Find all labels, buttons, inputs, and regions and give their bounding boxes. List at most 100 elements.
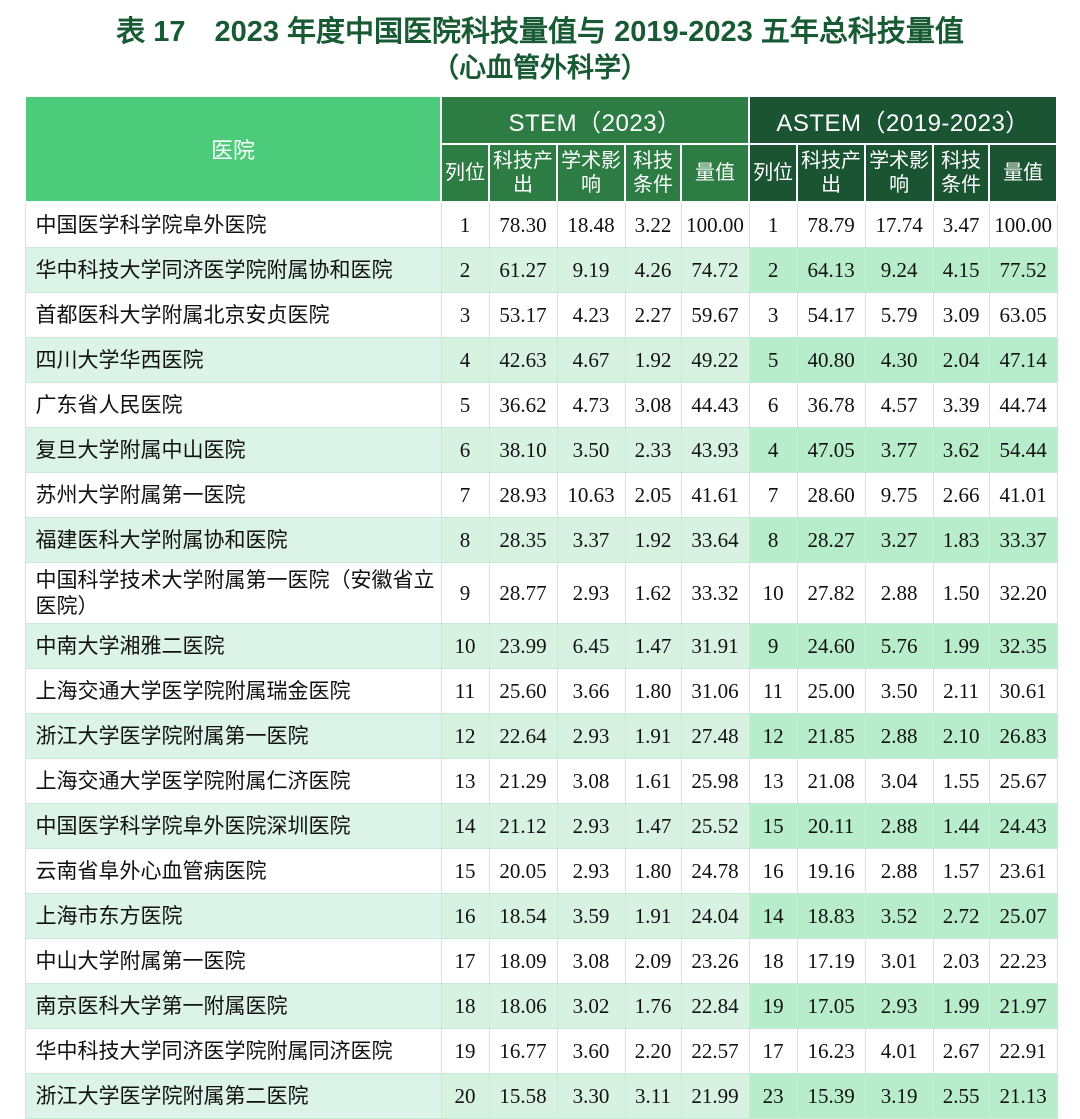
astem-condition-cell: 4.15 — [932, 247, 990, 293]
astem-impact-cell: 4.30 — [864, 337, 934, 383]
stem-impact-cell: 3.59 — [556, 893, 626, 939]
astem-value-cell: 100.00 — [988, 201, 1058, 248]
astem-impact-cell: 2.88 — [864, 803, 934, 849]
stem-value-cell: 23.26 — [680, 938, 750, 984]
hospital-name-cell: 中国医学科学院阜外医院 — [24, 201, 442, 248]
astem-output-cell: 20.11 — [796, 803, 866, 849]
stem-impact-cell: 2.93 — [556, 803, 626, 849]
hospital-name-cell: 南京医科大学第一附属医院 — [24, 983, 442, 1029]
stem-value-cell: 22.57 — [680, 1028, 750, 1074]
stem-output-header: 科技产出 — [488, 143, 558, 203]
astem-value-cell: 33.37 — [988, 517, 1058, 563]
astem-rank-cell: 15 — [748, 803, 798, 849]
stem-value-cell: 27.48 — [680, 713, 750, 759]
astem-condition-cell: 3.09 — [932, 292, 990, 338]
stem-condition-cell: 3.11 — [624, 1073, 682, 1119]
stem-rank-cell: 11 — [440, 668, 490, 714]
astem-output-cell: 15.39 — [796, 1073, 866, 1119]
astem-condition-cell: 2.67 — [932, 1028, 990, 1074]
astem-condition-cell: 1.99 — [932, 623, 990, 669]
astem-condition-cell: 1.50 — [932, 562, 990, 624]
astem-output-cell: 19.16 — [796, 848, 866, 894]
stem-output-cell: 23.99 — [488, 623, 558, 669]
astem-value-cell: 23.61 — [988, 848, 1058, 894]
table-row: 云南省阜外心血管病医院 15 20.05 2.93 1.80 24.78 16 … — [24, 848, 1058, 894]
astem-impact-cell: 4.57 — [864, 382, 934, 428]
stem-value-header: 量值 — [679, 143, 751, 203]
stem-value-cell: 49.22 — [680, 337, 750, 383]
stem-impact-cell: 2.93 — [556, 562, 626, 624]
astem-value-cell: 21.97 — [988, 983, 1058, 1029]
astem-condition-cell: 1.55 — [932, 758, 990, 804]
stem-value-cell: 74.72 — [680, 247, 750, 293]
astem-rank-cell: 16 — [748, 848, 798, 894]
astem-output-cell: 18.83 — [796, 893, 866, 939]
astem-impact-cell: 3.77 — [864, 427, 934, 473]
astem-condition-cell: 3.47 — [932, 201, 990, 248]
astem-value-cell: 54.44 — [988, 427, 1058, 473]
stem-impact-cell: 6.45 — [556, 623, 626, 669]
stem-value-cell: 24.78 — [680, 848, 750, 894]
stem-value-cell: 25.52 — [680, 803, 750, 849]
page-title: 表 17 2023 年度中国医院科技量值与 2019-2023 五年总科技量值 … — [0, 14, 1080, 86]
stem-condition-cell: 1.47 — [624, 623, 682, 669]
astem-impact-header: 学术影响 — [864, 143, 935, 203]
astem-value-cell: 22.91 — [988, 1028, 1058, 1074]
stem-impact-cell: 4.23 — [556, 292, 626, 338]
astem-output-cell: 21.85 — [796, 713, 866, 759]
hospital-stem-table: 医院 STEM（2023） ASTEM（2019-2023） 列位 科技产出 学… — [24, 95, 1059, 1119]
astem-condition-cell: 2.66 — [932, 472, 990, 518]
table-row: 南京医科大学第一附属医院 18 18.06 3.02 1.76 22.84 19… — [24, 983, 1058, 1029]
stem-output-cell: 78.30 — [488, 201, 558, 248]
astem-rank-cell: 8 — [748, 517, 798, 563]
stem-value-cell: 21.99 — [680, 1073, 750, 1119]
hospital-name-cell: 浙江大学医学院附属第二医院 — [24, 1073, 442, 1119]
astem-impact-cell: 9.75 — [864, 472, 934, 518]
astem-condition-cell: 2.11 — [932, 668, 990, 714]
astem-impact-cell: 9.24 — [864, 247, 934, 293]
table-row: 中山大学附属第一医院 17 18.09 3.08 2.09 23.26 18 1… — [24, 938, 1058, 984]
astem-rank-cell: 7 — [748, 472, 798, 518]
astem-group-header: ASTEM（2019-2023） — [748, 95, 1059, 145]
astem-rank-header: 列位 — [748, 143, 799, 203]
hospital-name-cell: 四川大学华西医院 — [24, 337, 442, 383]
astem-value-cell: 30.61 — [988, 668, 1058, 714]
astem-output-header: 科技产出 — [796, 143, 867, 203]
stem-rank-cell: 17 — [440, 938, 490, 984]
stem-condition-cell: 3.22 — [624, 201, 682, 248]
stem-impact-cell: 3.08 — [556, 938, 626, 984]
astem-condition-cell: 1.57 — [932, 848, 990, 894]
astem-impact-cell: 17.74 — [864, 201, 934, 248]
stem-rank-header: 列位 — [440, 143, 490, 203]
astem-impact-cell: 2.93 — [864, 983, 934, 1029]
stem-output-cell: 20.05 — [488, 848, 558, 894]
stem-output-cell: 28.93 — [488, 472, 558, 518]
astem-impact-cell: 2.88 — [864, 713, 934, 759]
astem-rank-cell: 12 — [748, 713, 798, 759]
hospital-name-cell: 苏州大学附属第一医院 — [24, 472, 442, 518]
astem-impact-cell: 3.52 — [864, 893, 934, 939]
stem-condition-cell: 4.26 — [624, 247, 682, 293]
stem-rank-cell: 6 — [440, 427, 490, 473]
astem-value-cell: 77.52 — [988, 247, 1058, 293]
stem-value-cell: 43.93 — [680, 427, 750, 473]
astem-output-cell: 28.27 — [796, 517, 866, 563]
astem-output-cell: 78.79 — [796, 201, 866, 248]
table-row: 华中科技大学同济医学院附属同济医院 19 16.77 3.60 2.20 22.… — [24, 1028, 1058, 1074]
stem-impact-cell: 9.19 — [556, 247, 626, 293]
astem-output-cell: 64.13 — [796, 247, 866, 293]
astem-impact-cell: 4.01 — [864, 1028, 934, 1074]
astem-output-cell: 17.19 — [796, 938, 866, 984]
stem-rank-cell: 4 — [440, 337, 490, 383]
stem-rank-cell: 1 — [440, 201, 490, 248]
stem-condition-cell: 1.91 — [624, 893, 682, 939]
astem-condition-cell: 1.83 — [932, 517, 990, 563]
table-row: 四川大学华西医院 4 42.63 4.67 1.92 49.22 5 40.80… — [24, 337, 1058, 383]
stem-condition-cell: 1.47 — [624, 803, 682, 849]
stem-group-header: STEM（2023） — [439, 95, 751, 145]
stem-condition-cell: 1.92 — [624, 337, 682, 383]
stem-output-cell: 22.64 — [488, 713, 558, 759]
stem-impact-cell: 4.73 — [556, 382, 626, 428]
stem-impact-cell: 3.30 — [556, 1073, 626, 1119]
table-title-line1: 表 17 2023 年度中国医院科技量值与 2019-2023 五年总科技量值 — [116, 16, 964, 48]
